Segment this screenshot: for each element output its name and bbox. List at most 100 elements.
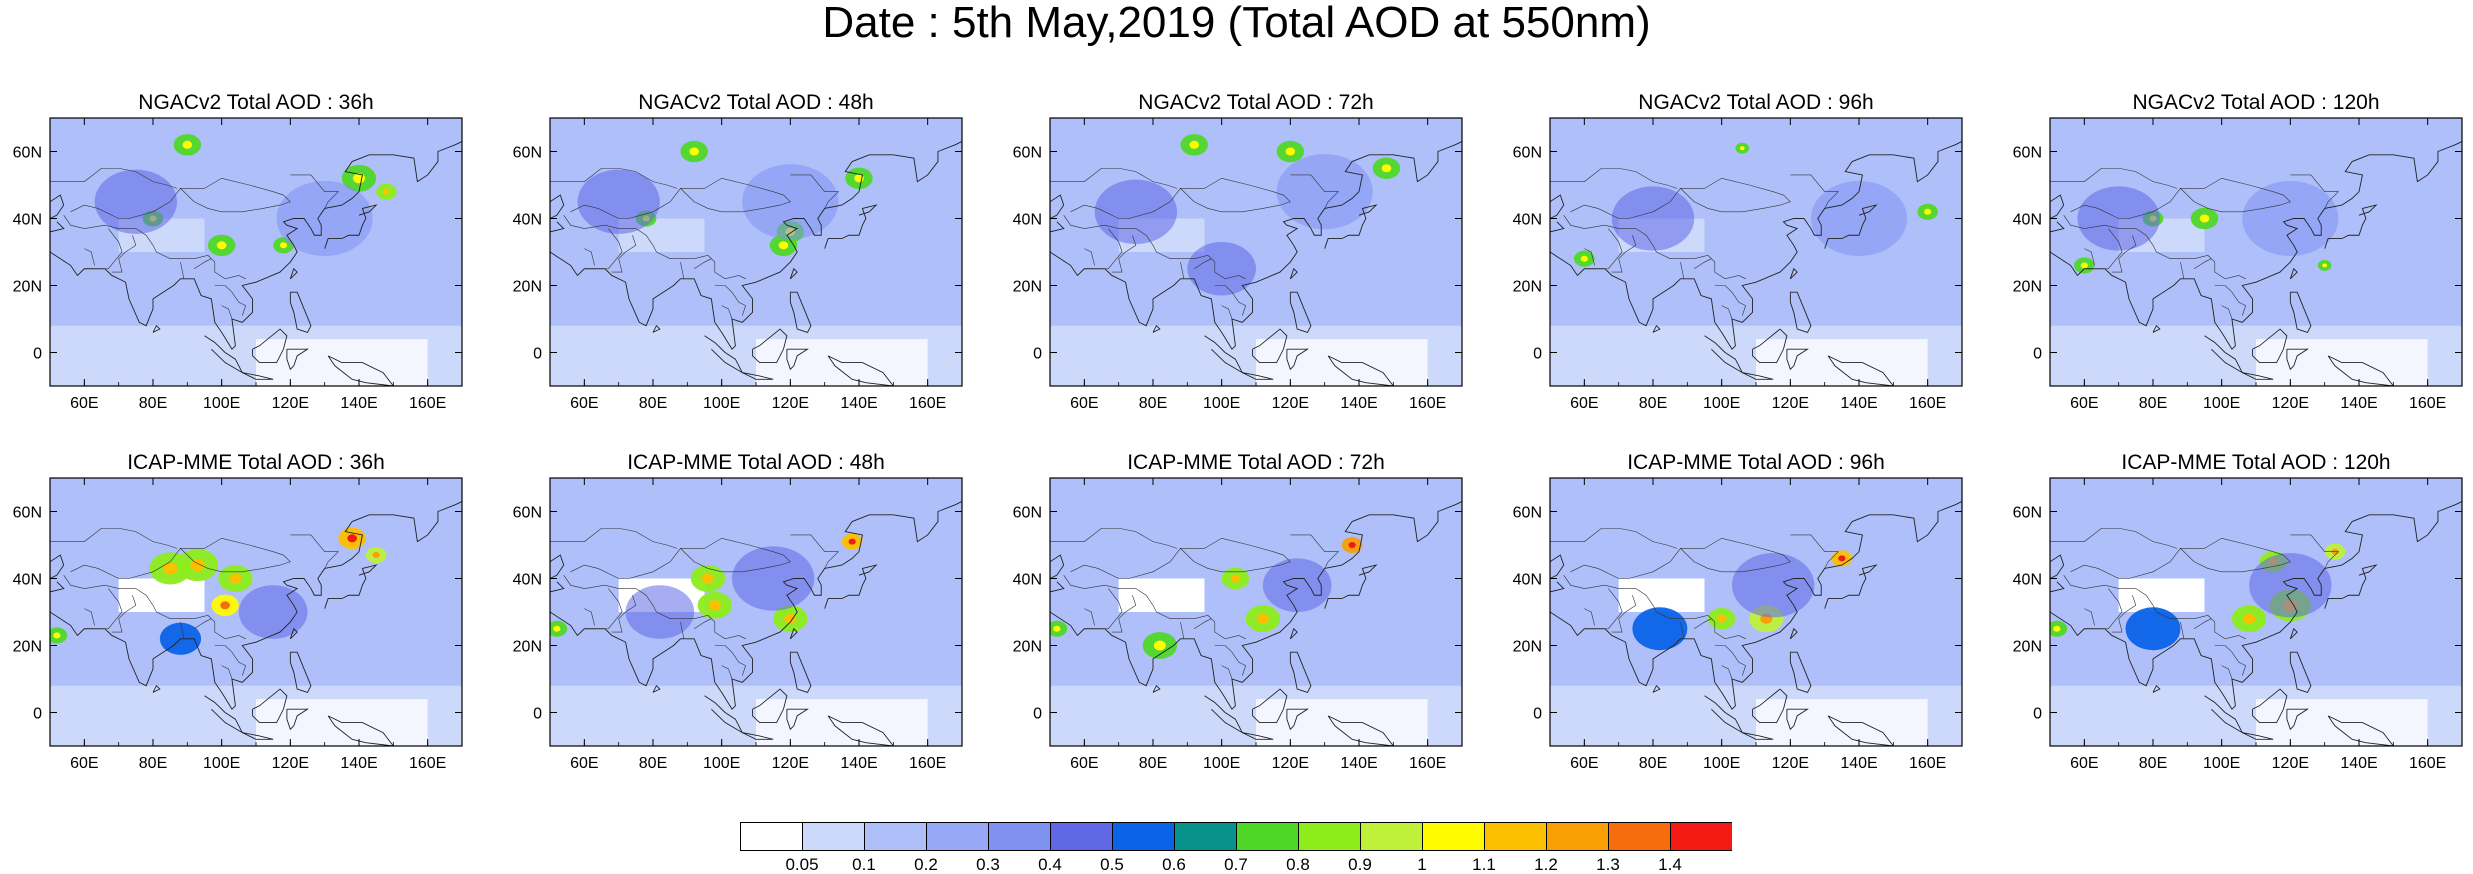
country-border	[611, 595, 637, 633]
aod-plume-core	[53, 632, 61, 639]
country-border	[63, 214, 85, 229]
coastline	[1786, 348, 1810, 371]
country-border	[1714, 645, 1747, 676]
coastline	[1050, 501, 1462, 710]
country-border	[1584, 224, 1746, 280]
colorbar-swatch	[1050, 822, 1113, 851]
lon-tick-label: 60E	[2070, 755, 2098, 772]
country-border	[1721, 665, 1733, 680]
lat-tick-label: 20N	[513, 639, 542, 656]
lon-tick-label: 140E	[1340, 395, 1377, 412]
country-border	[180, 261, 185, 279]
country-border	[563, 214, 585, 229]
country-border	[1628, 537, 1791, 579]
map-panel: ICAP-MME Total AOD : 72h 60E 80E 100E 120E 14…	[1000, 450, 1463, 790]
colorbar-label: 0.6	[1162, 855, 1186, 874]
country-border	[591, 588, 623, 630]
lon-tick-label: 60E	[70, 395, 98, 412]
country-border	[1221, 305, 1233, 320]
lon-tick-label: 80E	[139, 755, 167, 772]
aod-plume-core	[162, 562, 178, 575]
coastline	[550, 581, 565, 593]
coastline	[286, 348, 310, 371]
country-border	[628, 177, 791, 219]
colorbar-label: 0.4	[1038, 855, 1062, 874]
colorbar-label: 1.2	[1534, 855, 1558, 874]
country-border	[563, 574, 585, 589]
coastline	[2204, 695, 2244, 734]
aod-map: 60E 80E 100E 120E 140E 160E 60N 40N 20N 0	[1513, 477, 1963, 772]
aod-plume-core	[1716, 614, 1727, 623]
coastline	[2324, 564, 2378, 609]
country-border	[584, 608, 595, 626]
coastline	[1824, 564, 1878, 609]
coastline	[2050, 501, 2462, 710]
country-border	[1084, 248, 1095, 266]
lat-tick-label: 20N	[13, 639, 42, 656]
lon-tick-label: 140E	[2340, 395, 2377, 412]
lat-tick-label: 60N	[13, 505, 42, 522]
coastline	[1752, 328, 1788, 364]
country-border	[1611, 235, 1637, 273]
aod-plume-core	[1230, 574, 1241, 583]
aod-plume-core	[1739, 146, 1745, 151]
colorbar-swatch	[1484, 822, 1547, 851]
country-border	[584, 248, 595, 266]
country-border	[2084, 608, 2095, 626]
coastline	[1242, 732, 1274, 740]
aod-plume-core	[229, 573, 242, 584]
country-border	[1550, 527, 1678, 549]
coastline	[286, 708, 310, 731]
colorbar-swatch	[1608, 822, 1671, 851]
coastline	[789, 291, 812, 333]
coastline	[2242, 372, 2274, 380]
aod-plume-core	[1838, 555, 1846, 562]
country-border	[790, 174, 840, 209]
colorbar-swatch	[1298, 822, 1361, 851]
country-border	[84, 224, 246, 280]
lat-tick-label: 40N	[1013, 212, 1042, 229]
country-border	[1694, 258, 1712, 270]
aod-plume-core	[553, 625, 561, 632]
lon-tick-label: 80E	[2139, 755, 2167, 772]
coastline	[2252, 688, 2288, 724]
coastline	[2242, 732, 2274, 740]
coastline	[1752, 688, 1788, 724]
coastline	[1050, 221, 1065, 233]
country-border	[721, 665, 733, 680]
coastline	[204, 335, 244, 374]
lon-tick-label: 60E	[1070, 395, 1098, 412]
coastline	[324, 564, 378, 609]
map-panel: ICAP-MME Total AOD : 36h 60E 80E 100E 120E 14…	[0, 450, 463, 790]
panel-title: NGACv2 Total AOD : 120h	[2132, 91, 2380, 114]
aod-plume-core	[1924, 208, 1932, 215]
country-border	[2128, 537, 2291, 579]
colorbar-label: 1.3	[1596, 855, 1620, 874]
map-panel: ICAP-MME Total AOD : 96h 60E 80E 100E 120E 14…	[1500, 450, 1963, 790]
country-border	[1180, 261, 1185, 279]
aod-plume	[2125, 607, 2181, 651]
coastline	[550, 501, 962, 710]
country-border	[1563, 214, 1585, 229]
country-border	[1694, 618, 1712, 630]
lon-tick-label: 140E	[1840, 395, 1877, 412]
country-border	[680, 621, 685, 639]
country-border	[1111, 595, 1137, 633]
aod-plume	[1810, 180, 1908, 257]
coastline	[1327, 355, 1394, 386]
lon-tick-label: 140E	[840, 755, 877, 772]
lon-tick-label: 160E	[2409, 395, 2446, 412]
lon-tick-label: 160E	[909, 755, 946, 772]
country-border	[1070, 564, 1129, 579]
country-border	[194, 258, 212, 270]
country-border	[1680, 621, 1685, 639]
coastline	[252, 328, 288, 364]
coastline	[242, 732, 274, 740]
colorbar-label: 0.05	[785, 855, 818, 874]
colorbar-swatch	[926, 822, 989, 851]
coastline	[1550, 581, 1565, 593]
aod-map: 60E 80E 100E 120E 140E 160E 60N 40N 20N 0	[513, 117, 963, 412]
coastline	[1704, 335, 1744, 374]
country-border	[550, 167, 678, 189]
coastline	[742, 732, 774, 740]
